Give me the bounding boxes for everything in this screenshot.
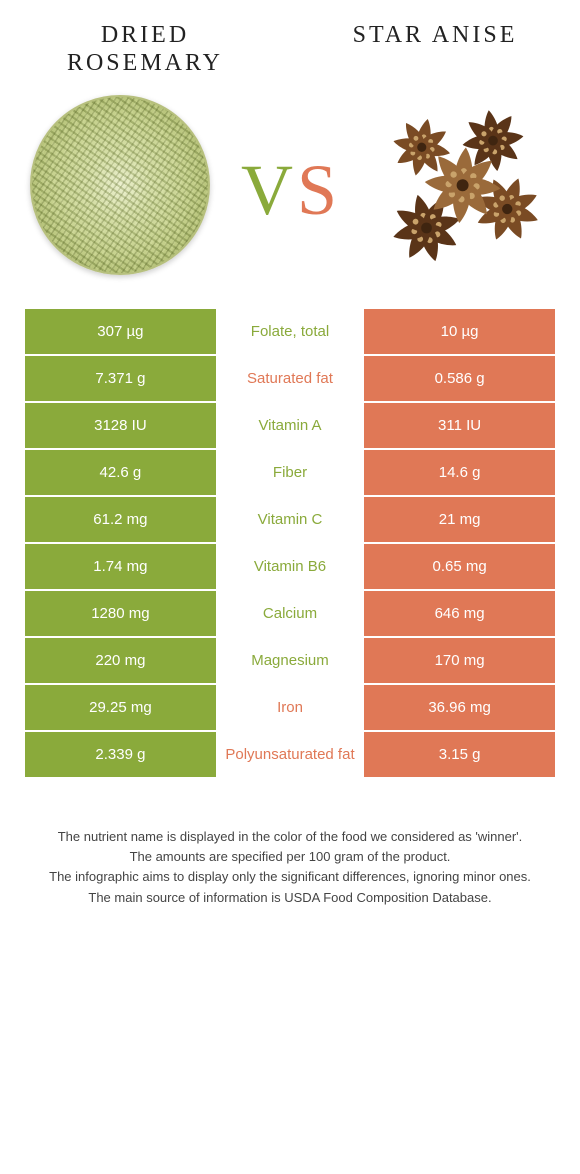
table-row: 1.74 mgVitamin B60.65 mg [25, 544, 555, 591]
row-left-value: 2.339 g [25, 732, 216, 777]
table-row: 61.2 mgVitamin C21 mg [25, 497, 555, 544]
footer-note-line: The main source of information is USDA F… [40, 888, 540, 908]
anise-cluster [384, 106, 548, 270]
nutrient-table: 307 µgFolate, total10 µg7.371 gSaturated… [25, 309, 555, 779]
footer-notes: The nutrient name is displayed in the co… [40, 827, 540, 908]
title-left-line1: DRIED [10, 22, 280, 50]
infographic-page: DRIED ROSEMARY STAR ANISE VS [0, 0, 580, 948]
row-nutrient-name: Magnesium [216, 638, 364, 683]
hero-row: VS [0, 85, 580, 309]
table-row: 1280 mgCalcium646 mg [25, 591, 555, 638]
title-row: DRIED ROSEMARY STAR ANISE [0, 0, 580, 85]
table-row: 2.339 gPolyunsaturated fat3.15 g [25, 732, 555, 779]
table-row: 307 µgFolate, total10 µg [25, 309, 555, 356]
rosemary-image [30, 95, 220, 285]
vs-s: S [297, 154, 339, 226]
row-right-value: 0.65 mg [364, 544, 555, 589]
row-right-value: 170 mg [364, 638, 555, 683]
title-right: STAR ANISE [290, 0, 580, 85]
row-right-value: 311 IU [364, 403, 555, 448]
row-nutrient-name: Iron [216, 685, 364, 730]
vs-v: V [241, 154, 295, 226]
table-row: 3128 IUVitamin A311 IU [25, 403, 555, 450]
row-nutrient-name: Vitamin A [216, 403, 364, 448]
footer-note-line: The infographic aims to display only the… [40, 867, 540, 887]
row-right-value: 36.96 mg [364, 685, 555, 730]
row-nutrient-name: Vitamin B6 [216, 544, 364, 589]
row-nutrient-name: Polyunsaturated fat [216, 732, 364, 777]
row-left-value: 29.25 mg [25, 685, 216, 730]
table-row: 42.6 gFiber14.6 g [25, 450, 555, 497]
table-row: 220 mgMagnesium170 mg [25, 638, 555, 685]
rosemary-disc-icon [30, 95, 210, 275]
row-left-value: 220 mg [25, 638, 216, 683]
row-nutrient-name: Fiber [216, 450, 364, 495]
row-left-value: 1.74 mg [25, 544, 216, 589]
row-right-value: 646 mg [364, 591, 555, 636]
row-nutrient-name: Calcium [216, 591, 364, 636]
row-nutrient-name: Vitamin C [216, 497, 364, 542]
row-left-value: 7.371 g [25, 356, 216, 401]
row-left-value: 307 µg [25, 309, 216, 354]
title-left-line2: ROSEMARY [10, 50, 280, 78]
table-row: 29.25 mgIron36.96 mg [25, 685, 555, 732]
star-anise-image [360, 95, 550, 285]
row-right-value: 21 mg [364, 497, 555, 542]
vs-label: VS [241, 154, 339, 226]
footer-note-line: The nutrient name is displayed in the co… [40, 827, 540, 847]
title-right-line1: STAR ANISE [300, 22, 570, 50]
row-right-value: 14.6 g [364, 450, 555, 495]
star-anise-icon [360, 95, 550, 285]
row-nutrient-name: Folate, total [216, 309, 364, 354]
row-left-value: 42.6 g [25, 450, 216, 495]
row-left-value: 61.2 mg [25, 497, 216, 542]
row-left-value: 3128 IU [25, 403, 216, 448]
row-right-value: 3.15 g [364, 732, 555, 777]
row-nutrient-name: Saturated fat [216, 356, 364, 401]
table-row: 7.371 gSaturated fat0.586 g [25, 356, 555, 403]
row-right-value: 0.586 g [364, 356, 555, 401]
row-left-value: 1280 mg [25, 591, 216, 636]
title-left: DRIED ROSEMARY [0, 0, 290, 85]
row-right-value: 10 µg [364, 309, 555, 354]
footer-note-line: The amounts are specified per 100 gram o… [40, 847, 540, 867]
